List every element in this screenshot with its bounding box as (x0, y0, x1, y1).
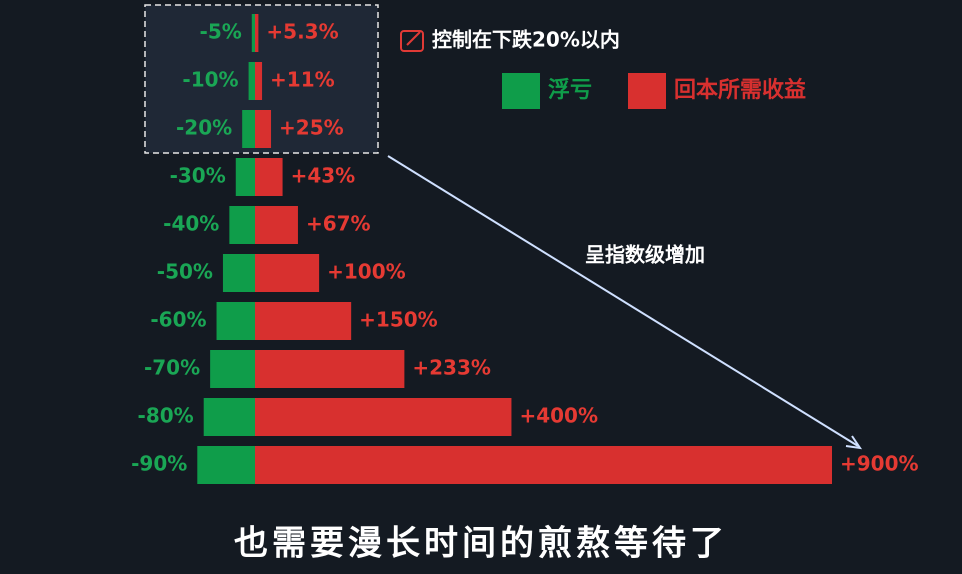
value-label: +25% (279, 116, 344, 140)
edit-icon (400, 30, 424, 52)
value-label: +100% (327, 260, 406, 284)
value-label: -20% (176, 116, 232, 140)
value-label: -10% (182, 68, 238, 92)
bar (210, 350, 255, 388)
bar (229, 206, 255, 244)
legend-label: 回本所需收益 (674, 77, 806, 103)
value-label: +900% (840, 452, 919, 476)
box-annotation: 控制在下跌20%以内 (432, 28, 620, 52)
bar (203, 398, 255, 436)
value-label: -5% (200, 20, 242, 44)
bar (197, 446, 255, 484)
arrow-head (845, 435, 863, 450)
bar (255, 14, 259, 52)
bar (216, 302, 255, 340)
value-label: +5.3% (266, 20, 338, 44)
arrow-annotation: 呈指数级增加 (585, 243, 705, 267)
value-label: +43% (291, 164, 356, 188)
bar (242, 110, 255, 148)
value-label: +233% (412, 356, 491, 380)
bar (255, 110, 272, 148)
value-label: -70% (144, 356, 200, 380)
value-label: +11% (270, 68, 335, 92)
subtitle: 也需要漫长时间的煎熬等待了 (234, 524, 728, 564)
trend-arrow (387, 155, 859, 447)
value-label: -90% (131, 452, 187, 476)
bar (255, 302, 352, 340)
value-label: -60% (150, 308, 206, 332)
bar (222, 254, 255, 292)
bar (255, 398, 512, 436)
value-label: +150% (359, 308, 438, 332)
bar (255, 446, 832, 484)
legend-label: 浮亏 (548, 77, 592, 103)
bar (248, 62, 255, 100)
bar (255, 62, 263, 100)
value-label: -30% (170, 164, 226, 188)
legend-swatch (628, 73, 666, 109)
value-label: +67% (306, 212, 371, 236)
bar (235, 158, 255, 196)
legend-swatch (502, 73, 540, 109)
bar (251, 14, 255, 52)
value-label: +400% (519, 404, 598, 428)
bar (255, 350, 405, 388)
value-label: -40% (163, 212, 219, 236)
value-label: -50% (157, 260, 213, 284)
bar (255, 206, 298, 244)
bar (255, 158, 283, 196)
value-label: -80% (138, 404, 194, 428)
bar (255, 254, 320, 292)
